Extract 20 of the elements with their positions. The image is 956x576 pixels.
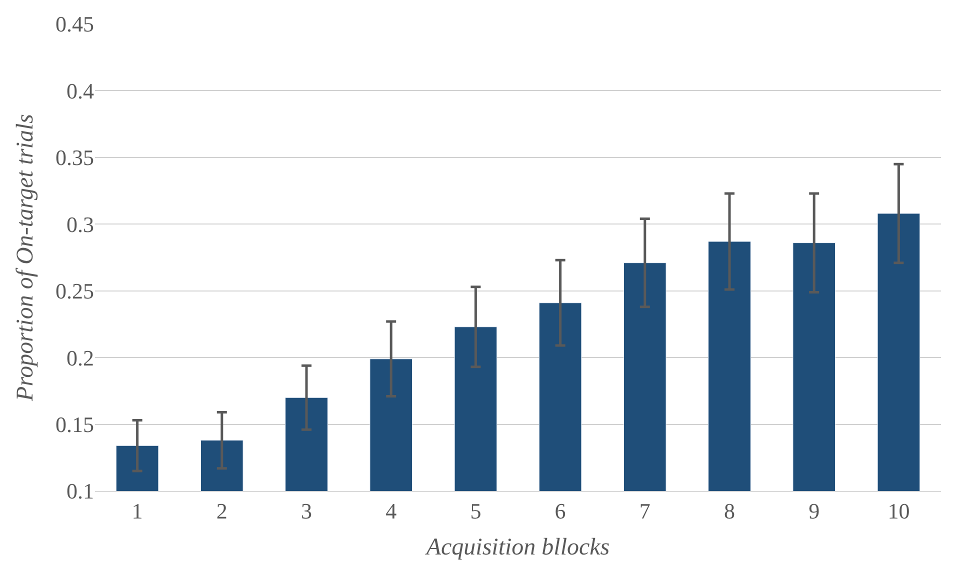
y-tick-label: 0.35: [56, 145, 94, 170]
x-tick-label: 3: [301, 498, 312, 524]
x-tick-label: 5: [470, 498, 482, 524]
x-tick-label: 6: [554, 498, 566, 524]
y-tick-label: 0.1: [66, 478, 94, 504]
y-tick-label: 0.4: [66, 78, 94, 104]
x-tick-label: 8: [724, 498, 735, 524]
y-tick-label: 0.45: [56, 12, 94, 37]
y-axis-title: Proportion of On-target trials: [12, 114, 39, 402]
y-tick-label: 0.15: [56, 412, 94, 437]
y-tick-label: 0.3: [66, 212, 94, 237]
x-axis-title: Acquisition bllocks: [424, 534, 610, 561]
x-tick-label: 10: [888, 498, 910, 524]
y-tick-label: 0.25: [56, 278, 94, 304]
x-tick-label: 1: [132, 498, 143, 524]
x-tick-label: 2: [216, 498, 228, 524]
x-tick-label: 9: [808, 498, 820, 524]
y-tick-label: 0.2: [66, 345, 94, 370]
x-tick-label: 7: [639, 498, 650, 524]
x-tick-label: 4: [386, 498, 397, 524]
